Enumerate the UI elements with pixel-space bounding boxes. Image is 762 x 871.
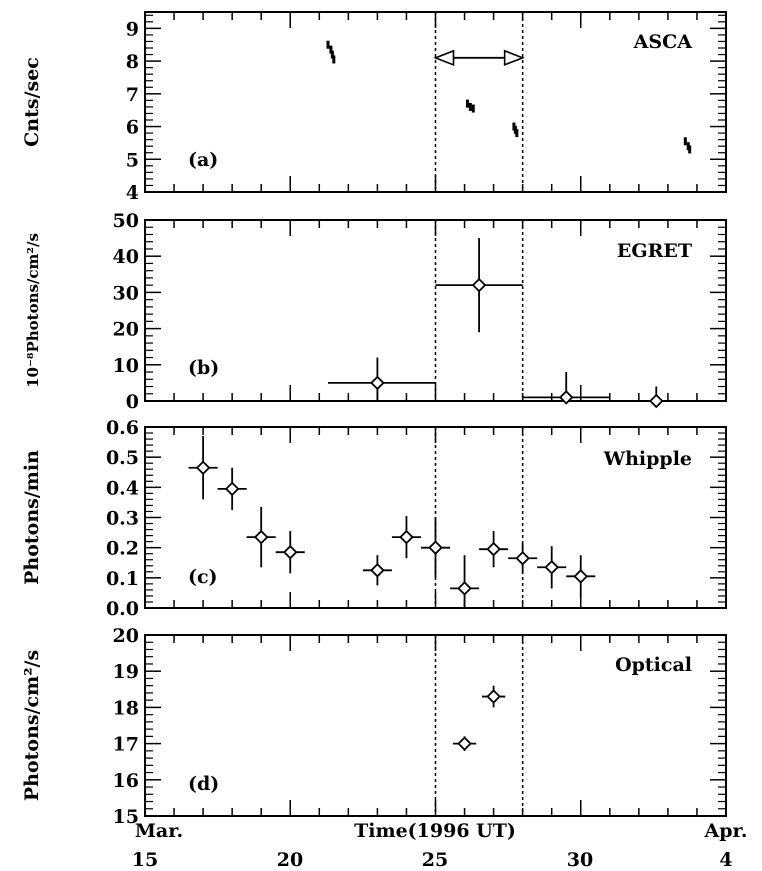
x-tick-label-25: 25 <box>422 849 448 871</box>
y-axis-title: Photons/cm²/s <box>21 650 43 801</box>
panel-tag: (a) <box>188 149 218 171</box>
data-point <box>544 560 559 575</box>
data-point <box>471 104 475 113</box>
x-axis-group: Mar. Apr. Time(1996 UT) 15 20 25 30 4 <box>132 820 748 871</box>
y-tick-label: 4 <box>126 182 139 204</box>
data-point <box>370 563 385 578</box>
data-point <box>649 393 664 409</box>
y-tick-label: 16 <box>113 770 139 792</box>
data-point <box>329 45 333 54</box>
y-tick-label: 15 <box>113 806 139 828</box>
y-tick-label: 19 <box>113 661 139 683</box>
data-point <box>457 736 472 751</box>
x-axis-title: Time(1996 UT) <box>354 820 516 842</box>
panels-group: 4 5 6 7 8 9 (a) ASCA Cnts/sec 0 10 20 30 40 50 (b) EGRET… <box>21 11 727 828</box>
data-point <box>282 544 298 560</box>
data-point <box>370 375 385 391</box>
instrument-label: ASCA <box>633 31 693 53</box>
data-point <box>471 277 487 293</box>
y-tick-label: 0.4 <box>106 477 139 499</box>
panel-b: 0 10 20 30 40 50 (b) EGRET 10⁻⁸Photons/cm²/s <box>24 210 727 413</box>
x-tick-label-30: 30 <box>567 849 593 871</box>
data-point <box>515 129 519 138</box>
panel-tag: (b) <box>188 357 219 379</box>
y-tick-label: 8 <box>126 51 139 73</box>
data-point <box>457 581 472 596</box>
y-tick-label: 0.6 <box>106 417 139 439</box>
y-tick-label: 20 <box>113 625 139 647</box>
data-point <box>224 481 240 497</box>
y-tick-label: 0.3 <box>106 508 139 530</box>
instrument-label: Optical <box>615 654 692 676</box>
data-point <box>332 55 336 64</box>
y-axis-title: Cnts/sec <box>21 57 43 147</box>
data-point <box>195 460 211 475</box>
y-tick-label: 0.5 <box>106 447 139 469</box>
data-point <box>683 137 687 146</box>
y-tick-label: 0.0 <box>106 598 139 620</box>
x-tick-top-label-15: Mar. <box>135 820 183 842</box>
x-tick-label-15: 15 <box>132 849 158 871</box>
panel-a: 4 5 6 7 8 9 (a) ASCA Cnts/sec <box>21 11 727 204</box>
y-axis-title: 10⁻⁸Photons/cm²/s <box>24 233 42 388</box>
y-tick-label: 6 <box>126 117 139 139</box>
instrument-label: EGRET <box>617 240 692 262</box>
data-point <box>428 540 443 555</box>
data-point <box>326 40 330 49</box>
y-tick-label: 18 <box>113 697 139 719</box>
data-point <box>468 102 472 111</box>
y-tick-label: 20 <box>113 319 139 341</box>
y-tick-label: 17 <box>113 734 139 756</box>
x-tick-label-35: 4 <box>719 849 732 871</box>
y-tick-label: 5 <box>126 149 139 171</box>
panel-d: 15 16 17 18 19 20 (d) Optical Photons/cm²/s <box>21 625 727 828</box>
data-point <box>465 99 469 108</box>
interval-arrow-head-left <box>433 49 455 66</box>
y-tick-label: 10 <box>113 355 139 377</box>
data-point <box>558 390 574 405</box>
data-point <box>486 689 501 704</box>
x-tick-top-label-35: Apr. <box>704 820 748 842</box>
panel-tag: (d) <box>188 773 219 795</box>
y-axis-title: Photons/min <box>21 450 43 585</box>
y-tick-label: 50 <box>113 210 139 232</box>
data-point <box>515 550 530 566</box>
x-tick-label-20: 20 <box>277 849 303 871</box>
y-tick-label: 7 <box>126 84 139 106</box>
interval-arrow-head-right <box>503 49 525 66</box>
panel-c: 0.0 0.1 0.2 0.3 0.4 0.5 0.6 (c) Whipple Photons/m… <box>21 417 727 620</box>
y-tick-label: 40 <box>113 246 139 268</box>
y-tick-label: 0.2 <box>106 538 139 560</box>
y-tick-label: 0.1 <box>106 568 139 590</box>
data-point <box>330 50 334 59</box>
data-point <box>573 569 589 584</box>
y-tick-label: 9 <box>126 18 139 40</box>
data-point <box>399 529 414 545</box>
y-tick-label: 30 <box>113 282 139 304</box>
data-point <box>253 529 269 545</box>
y-tick-label: 0 <box>126 391 139 413</box>
data-point <box>486 541 501 557</box>
data-point <box>688 145 692 154</box>
instrument-label: Whipple <box>603 448 692 470</box>
panel-tag: (c) <box>188 566 218 588</box>
